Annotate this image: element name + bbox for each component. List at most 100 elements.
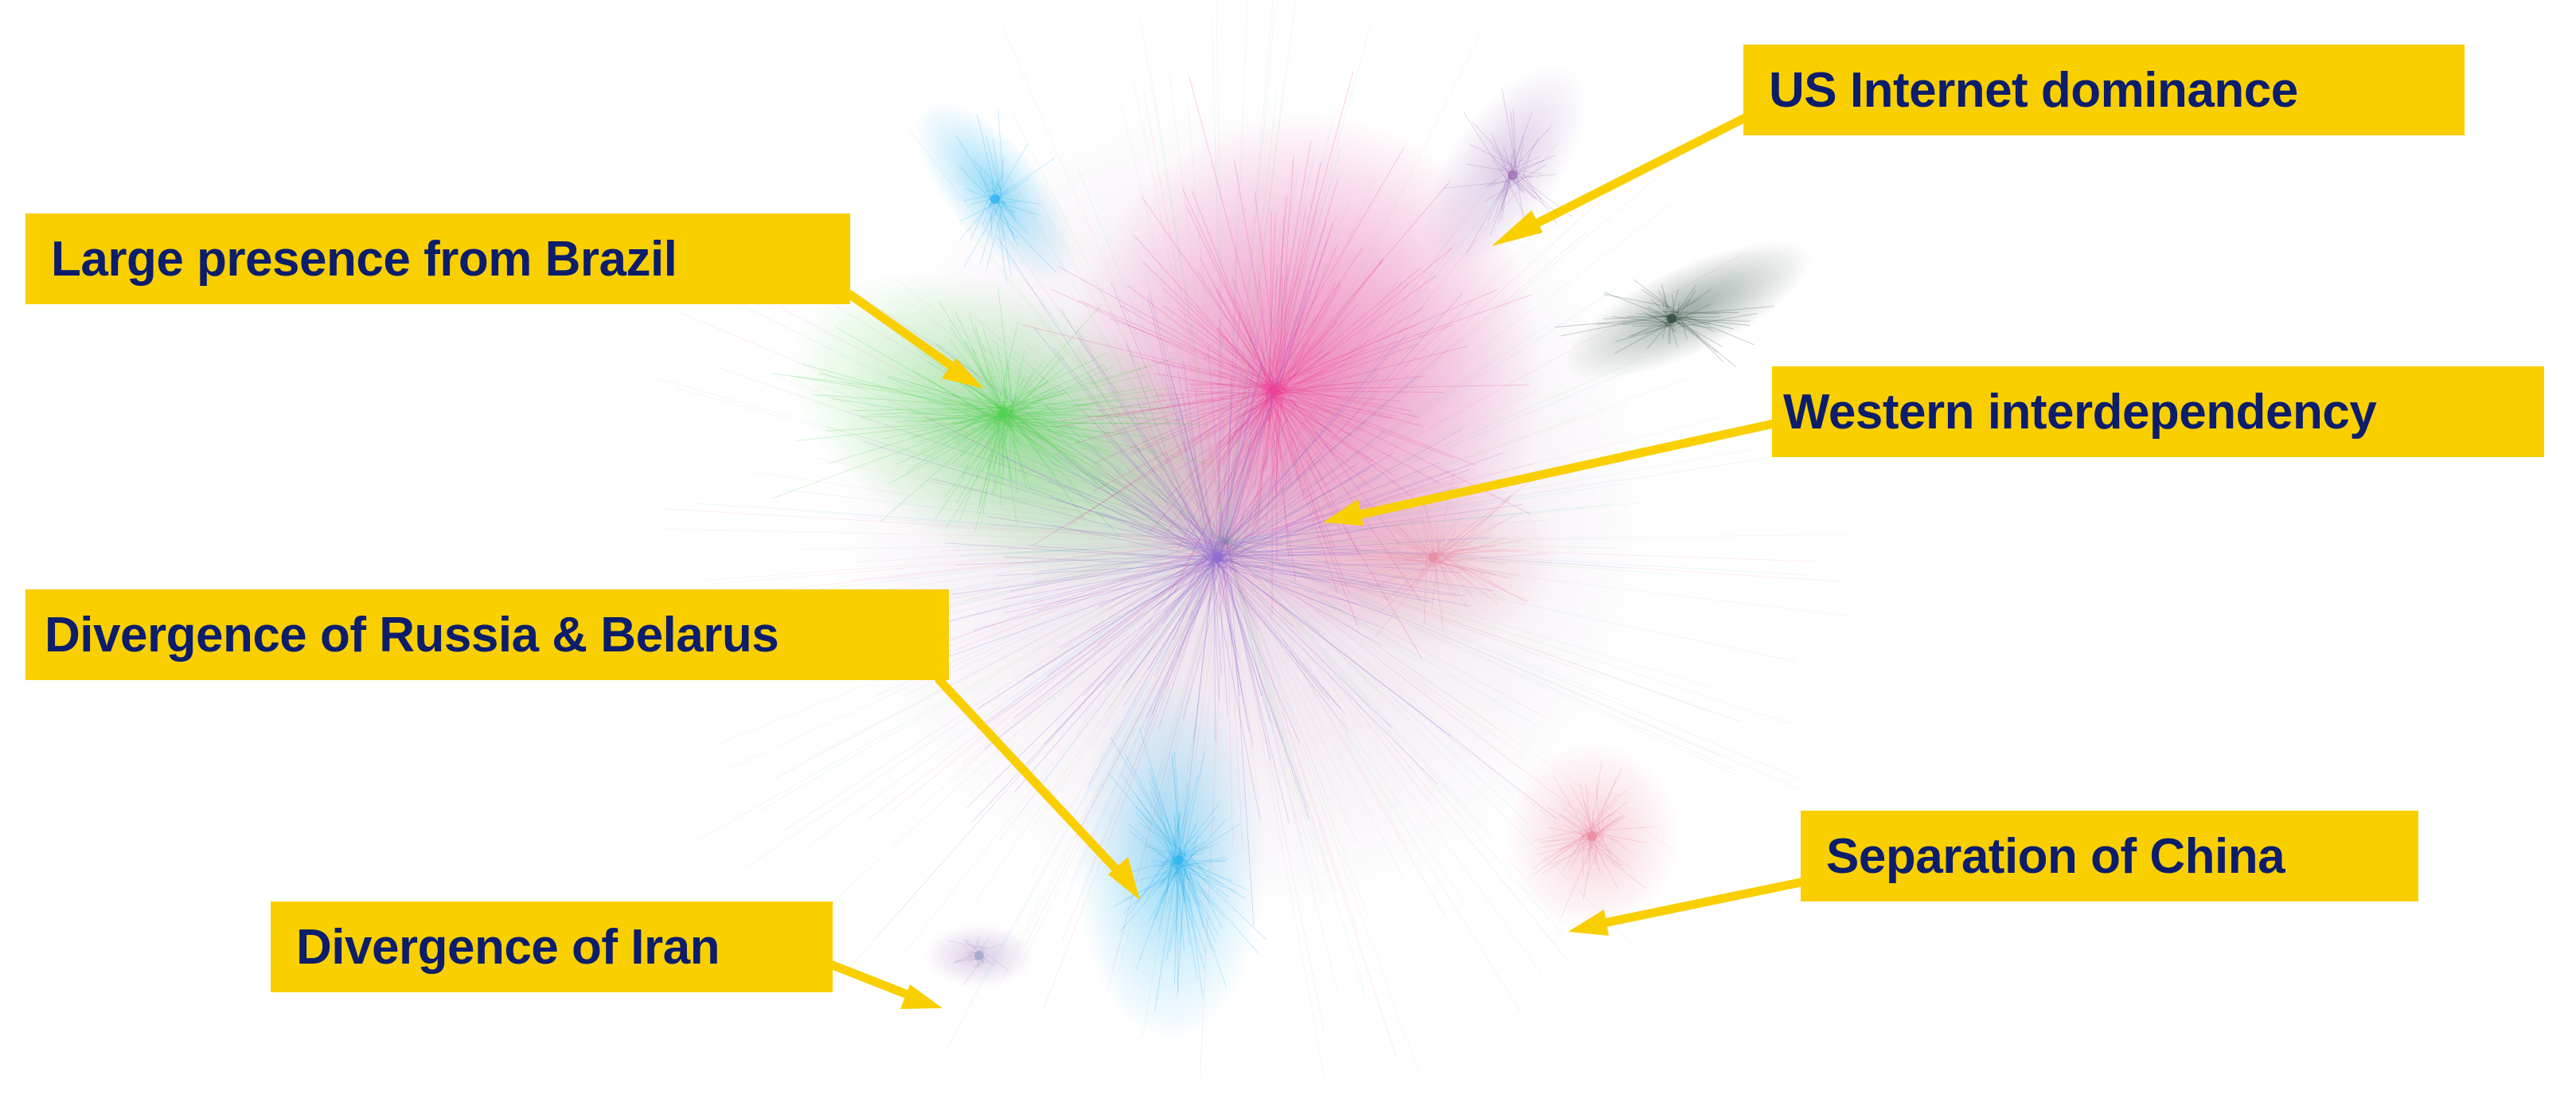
edge xyxy=(660,528,1227,542)
edge xyxy=(1225,204,1672,542)
edge xyxy=(959,416,997,456)
edge xyxy=(1004,556,1221,567)
edge xyxy=(1139,823,1180,850)
edge xyxy=(1178,840,1204,860)
edge xyxy=(1212,557,1330,583)
edge xyxy=(1270,343,1419,397)
edge xyxy=(1176,775,1199,862)
edge xyxy=(1501,174,1510,221)
edge xyxy=(1004,421,1061,460)
edge xyxy=(1225,452,1503,553)
edge xyxy=(934,482,1227,542)
edge xyxy=(1169,860,1188,953)
edge xyxy=(1217,341,1398,553)
edge xyxy=(1225,541,1528,824)
edge xyxy=(1361,552,1429,583)
edge xyxy=(1589,826,1656,832)
edge xyxy=(1270,394,1367,424)
edge xyxy=(1005,568,1211,614)
edge xyxy=(1225,541,1358,933)
edge xyxy=(1225,512,1523,542)
edge xyxy=(1274,244,1338,393)
edge xyxy=(904,541,1227,953)
edge xyxy=(1121,563,1213,690)
edge xyxy=(966,557,1220,808)
edge xyxy=(977,555,1214,729)
edge xyxy=(1167,397,1278,597)
edge xyxy=(1215,289,1274,388)
edge xyxy=(1225,541,1465,902)
edge xyxy=(1436,554,1506,565)
edge xyxy=(1225,541,1281,736)
edge xyxy=(1436,553,1455,564)
edge xyxy=(1225,427,1419,542)
edge xyxy=(989,181,998,191)
edge xyxy=(717,367,1227,542)
edge xyxy=(1153,541,1227,790)
edge xyxy=(1271,388,1281,448)
edge xyxy=(1268,388,1334,498)
edge xyxy=(1274,377,1326,387)
edge xyxy=(1515,178,1536,199)
edge xyxy=(988,428,1227,542)
edge xyxy=(997,110,1004,189)
edge xyxy=(1340,552,1442,563)
edge xyxy=(986,201,1018,238)
edge xyxy=(1225,281,1409,542)
edge xyxy=(1225,123,1536,542)
edge xyxy=(1563,823,1584,837)
edge xyxy=(996,413,1095,437)
edge xyxy=(1244,344,1286,391)
edge xyxy=(1056,541,1227,654)
edge xyxy=(1076,166,1227,542)
edge xyxy=(1225,541,1817,562)
edge xyxy=(1225,462,1535,542)
edge xyxy=(1225,193,1327,542)
edge xyxy=(1173,397,1268,593)
edge xyxy=(1007,377,1025,418)
edge xyxy=(1072,393,1227,542)
arrow-brazil xyxy=(845,290,968,379)
edge xyxy=(1225,541,1793,725)
edge xyxy=(1162,550,1212,624)
edge xyxy=(1177,861,1259,954)
edge xyxy=(1170,858,1185,883)
arrow-iran-head xyxy=(900,984,943,1009)
edge xyxy=(1118,371,1227,542)
edge xyxy=(1614,321,1675,354)
edge xyxy=(1431,557,1528,602)
edge xyxy=(1213,317,1274,553)
edge xyxy=(1553,775,1588,835)
edge xyxy=(1005,419,1060,463)
edge xyxy=(1225,115,1335,542)
edge xyxy=(1637,313,1672,318)
edge xyxy=(1216,519,1424,553)
edge xyxy=(1220,484,1302,553)
edge xyxy=(1187,389,1279,591)
edge xyxy=(1127,823,1176,869)
edge xyxy=(1225,341,1404,542)
edge xyxy=(1009,409,1012,481)
edge xyxy=(907,415,1227,542)
edge xyxy=(1592,843,1626,871)
edge xyxy=(908,301,1227,542)
edge xyxy=(1004,365,1115,419)
edge xyxy=(1009,393,1017,414)
edge xyxy=(1510,111,1516,166)
edge xyxy=(1188,846,1197,862)
edge xyxy=(780,307,1227,542)
edge xyxy=(1269,324,1454,394)
edge xyxy=(1594,830,1622,866)
edge xyxy=(1225,541,1801,790)
edge xyxy=(1423,557,1427,624)
edge xyxy=(946,408,1004,417)
edge xyxy=(1012,416,1017,494)
edge xyxy=(1095,387,1273,463)
edge xyxy=(1175,803,1220,860)
edge xyxy=(1677,313,1757,327)
edge xyxy=(1119,864,1178,932)
edge xyxy=(1521,153,1532,179)
edge xyxy=(996,342,1011,415)
edge xyxy=(777,377,1227,542)
edge xyxy=(1225,380,1358,542)
